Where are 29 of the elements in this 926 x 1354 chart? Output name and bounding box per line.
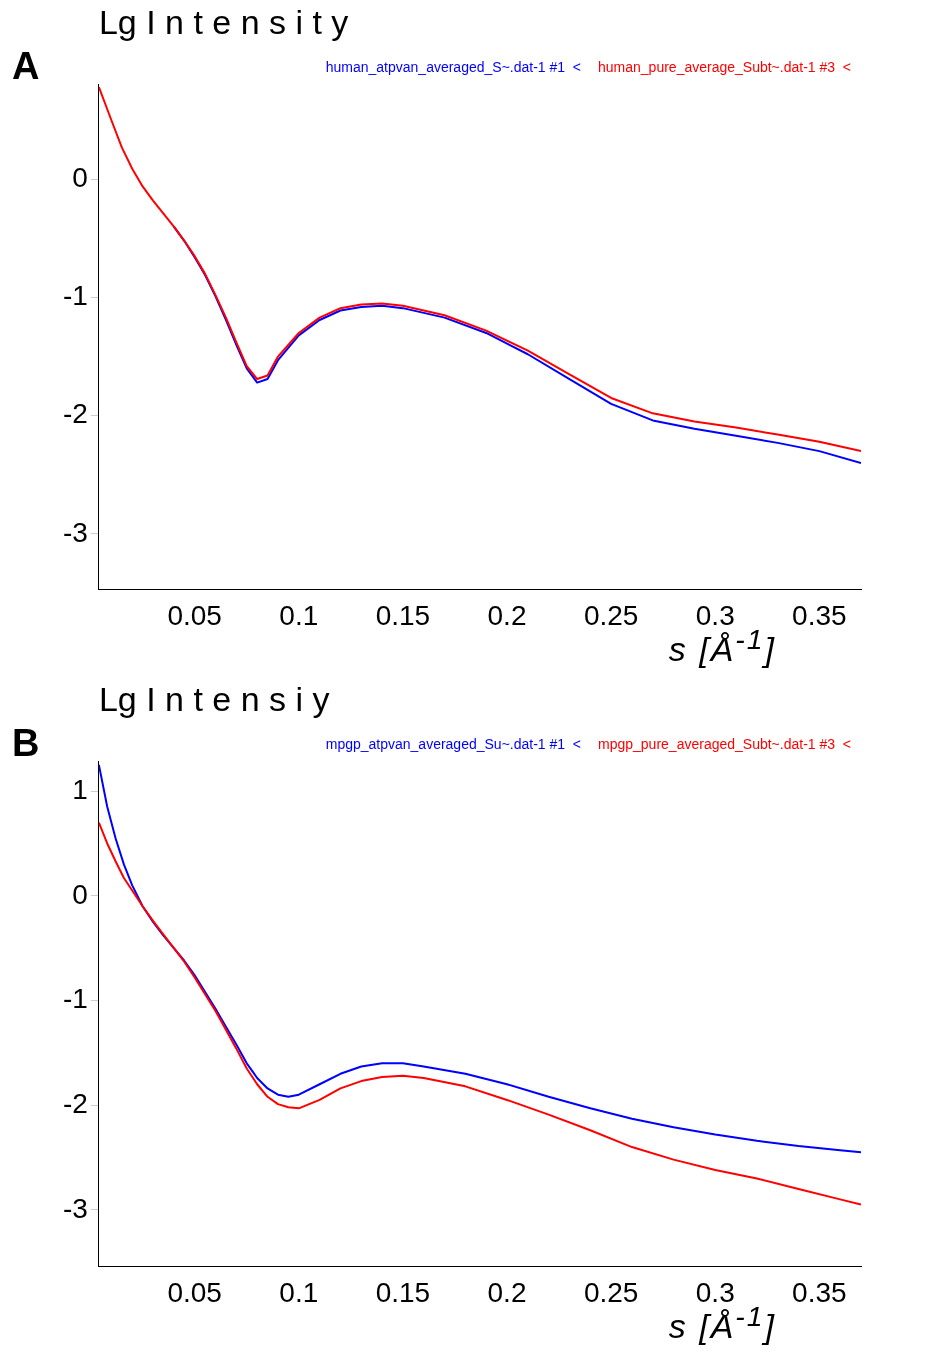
text: human_atpvan_averaged_S~.dat-1 #1 <	[325, 58, 582, 75]
x-tick-label: 0.2	[487, 599, 527, 631]
y-tick-label: -1	[62, 983, 88, 1015]
x-tick-label: 0.2	[487, 1276, 527, 1308]
x-tick-label: 0.05	[167, 599, 222, 631]
y-tick-label: -3	[62, 516, 88, 548]
x-tick-label: 0.35	[792, 599, 847, 631]
y-tick-label: -2	[62, 398, 88, 430]
chart-title: Lg I n t e n s i y	[98, 679, 330, 718]
x-tick-label: 0.25	[583, 1276, 639, 1308]
y-tick-label: -1	[62, 280, 88, 312]
y-tick-label: -3	[62, 1192, 88, 1224]
y-tick-label: 0	[72, 162, 88, 194]
text: A	[12, 45, 40, 88]
y-tick-label: 1	[72, 773, 88, 805]
text: B	[12, 722, 40, 765]
x-tick-label: 0.35	[792, 1276, 847, 1308]
x-tick-label: 0.05	[167, 1276, 222, 1308]
text: mpgp_atpvan_averaged_Su~.dat-1 #1 <	[325, 735, 582, 752]
y-tick-label: -2	[62, 1087, 88, 1119]
x-tick-label: 0.1	[279, 599, 319, 631]
x-tick-label: 0.1	[279, 1276, 319, 1308]
chart-title: Lg I n t e n s i t y	[98, 2, 349, 41]
y-tick-label: 0	[72, 878, 88, 910]
x-tick-label: 0.15	[375, 599, 431, 631]
text: human_pure_average_Subt~.dat-1 #3 <	[598, 58, 852, 75]
x-tick-label: 0.25	[583, 599, 639, 631]
text: mpgp_pure_averaged_Subt~.dat-1 #3 <	[598, 735, 852, 752]
x-tick-label: 0.15	[375, 1276, 431, 1308]
